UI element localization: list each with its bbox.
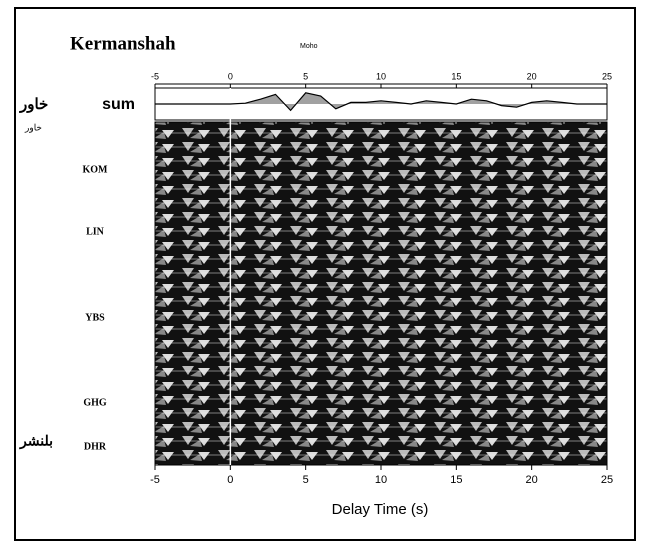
x-tick-label-top: 20 <box>527 71 537 81</box>
station-label: GHG <box>83 397 107 408</box>
x-tick-label: 20 <box>526 474 538 486</box>
x-axis-label: Delay Time (s) <box>332 501 429 518</box>
side-label: خاور <box>19 96 48 113</box>
frame <box>14 7 636 541</box>
side-label: بلنشر <box>19 433 53 450</box>
x-tick-label-top: 25 <box>602 71 612 81</box>
x-tick-label: 10 <box>375 474 387 486</box>
x-tick-label-top: 0 <box>228 71 233 81</box>
x-tick-label-top: 5 <box>303 71 308 81</box>
station-label: YBS <box>85 312 105 323</box>
x-tick-label-top: 10 <box>376 71 386 81</box>
x-tick-label-top: -5 <box>151 71 159 81</box>
side-label: خاور <box>24 122 42 133</box>
chart-title: Kermanshah <box>70 33 176 54</box>
trace-panel <box>154 121 608 466</box>
x-tick-label-top: 15 <box>451 71 461 81</box>
sum-trace <box>155 92 607 112</box>
x-tick-label: 15 <box>450 474 462 486</box>
annotation: Moho <box>300 43 318 50</box>
x-tick-label: 25 <box>601 474 613 486</box>
x-tick-label: 5 <box>303 474 309 486</box>
x-tick-label: 0 <box>227 474 233 486</box>
x-tick-label: -5 <box>150 474 160 486</box>
station-label: LIN <box>86 226 105 237</box>
sum-label: sum <box>102 96 135 113</box>
station-label: KOM <box>83 164 109 175</box>
station-label: DHR <box>84 441 107 452</box>
